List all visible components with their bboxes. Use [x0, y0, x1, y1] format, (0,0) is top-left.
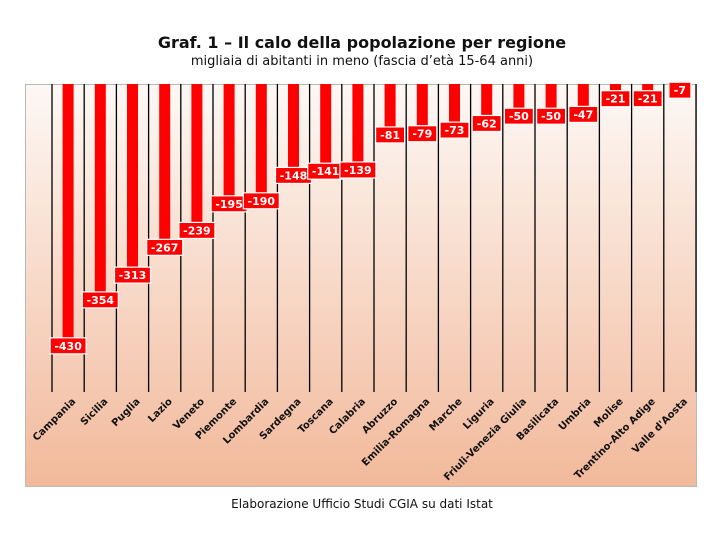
data-label-box-9	[339, 161, 377, 179]
bar-2	[127, 84, 138, 274]
data-label-box-3	[146, 238, 184, 256]
data-label-box-14	[503, 107, 534, 125]
data-label-2: -313	[119, 269, 147, 282]
bar-10	[384, 84, 396, 133]
data-label-box-10	[375, 126, 406, 144]
data-label-box-1	[81, 291, 119, 309]
data-label-4: -239	[183, 224, 211, 237]
category-label-1: Sicilia	[79, 396, 111, 428]
data-label-box-11	[407, 125, 438, 143]
data-label-box-0	[49, 337, 87, 355]
bar-0	[62, 84, 74, 344]
bar-8	[320, 84, 332, 170]
category-label-2: Puglia	[110, 396, 143, 429]
data-label-10: -81	[380, 129, 400, 142]
bar-11	[416, 84, 428, 132]
bar-15	[545, 84, 557, 115]
bar-14	[513, 84, 525, 115]
bar-4	[191, 84, 203, 229]
data-label-box-19	[668, 81, 692, 99]
data-label-3: -267	[151, 241, 179, 254]
data-label-7: -148	[280, 169, 308, 182]
bar-3	[159, 84, 171, 246]
source-note: Elaborazione Ufficio Studi CGIA su dati …	[231, 497, 493, 511]
data-label-9: -139	[344, 164, 372, 177]
data-label-box-17	[600, 90, 631, 108]
data-label-14: -50	[509, 110, 529, 123]
data-label-box-18	[632, 90, 663, 108]
chart-title: Graf. 1 – Il calo della popolazione per …	[157, 33, 567, 52]
bar-5	[223, 84, 235, 202]
data-label-box-4	[178, 221, 216, 240]
data-label-11: -79	[412, 128, 432, 141]
data-label-box-16	[568, 105, 599, 124]
data-label-box-2	[113, 266, 152, 284]
chart-subtitle: migliaia di abitanti in meno (fascia d’e…	[190, 54, 534, 69]
bar-12	[449, 84, 460, 129]
data-label-15: -50	[541, 110, 561, 123]
data-label-1: -354	[87, 294, 115, 307]
bar-13	[481, 84, 493, 122]
data-label-box-15	[535, 107, 567, 125]
data-label-6: -190	[248, 195, 276, 208]
data-label-8: -141	[312, 165, 340, 178]
data-label-16: -47	[573, 108, 593, 121]
data-label-19: -7	[674, 84, 686, 97]
bar-1	[94, 84, 106, 298]
data-label-box-12	[439, 121, 470, 139]
data-label-box-6	[242, 192, 280, 210]
category-label-16: Umbria	[557, 396, 594, 433]
category-label-0: Campania	[31, 396, 78, 443]
category-label-19: Valle d'Aosta	[630, 396, 690, 456]
data-label-12: -73	[445, 124, 465, 137]
category-label-3: Lazio	[146, 396, 175, 425]
data-label-box-13	[471, 114, 502, 133]
data-label-0: -430	[54, 340, 82, 353]
data-label-5: -195	[215, 198, 243, 211]
data-label-13: -62	[477, 117, 497, 130]
data-label-17: -21	[606, 93, 626, 106]
bar-7	[288, 84, 299, 174]
bar-16	[577, 84, 589, 113]
bar-9	[352, 84, 364, 168]
bar-6	[255, 84, 267, 199]
category-label-12: Marche	[428, 396, 465, 433]
data-label-18: -21	[638, 93, 658, 106]
